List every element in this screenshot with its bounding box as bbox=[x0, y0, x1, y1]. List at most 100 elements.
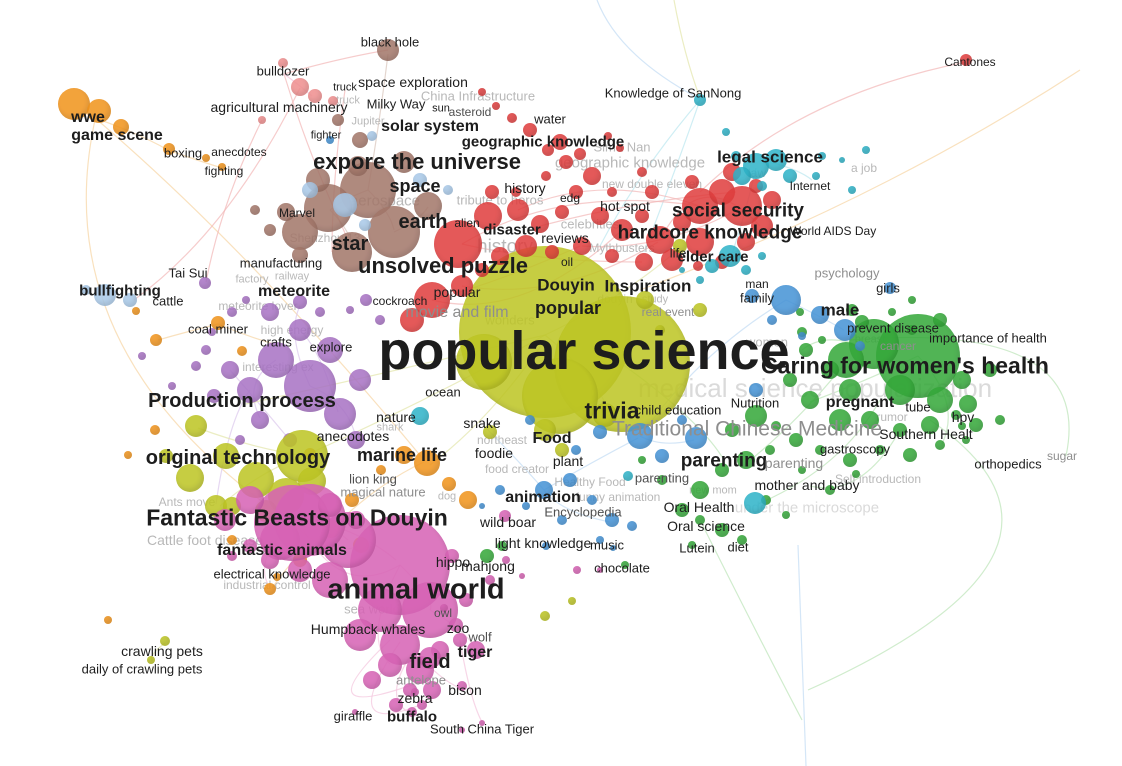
topic-node[interactable] bbox=[218, 163, 226, 171]
topic-label[interactable]: hippo bbox=[435, 554, 471, 570]
topic-label[interactable]: Southern Healt bbox=[879, 426, 973, 442]
topic-node[interactable] bbox=[563, 473, 577, 487]
topic-label[interactable]: geographic knowledge bbox=[461, 133, 625, 151]
topic-label[interactable]: railway bbox=[274, 270, 310, 283]
topic-node[interactable] bbox=[635, 253, 653, 271]
topic-node[interactable] bbox=[483, 425, 497, 439]
topic-node[interactable] bbox=[695, 515, 705, 525]
topic-label[interactable]: field bbox=[409, 651, 451, 673]
topic-node[interactable] bbox=[812, 172, 820, 180]
topic-label[interactable]: hardcore knowledge bbox=[617, 222, 803, 244]
topic-label[interactable]: fighter bbox=[310, 129, 342, 142]
topic-node[interactable] bbox=[467, 641, 485, 659]
topic-label[interactable]: mother and baby bbox=[754, 477, 860, 493]
topic-node[interactable] bbox=[442, 477, 456, 491]
topic-label[interactable]: psychology bbox=[814, 265, 880, 281]
topic-node[interactable] bbox=[332, 114, 344, 126]
topic-label[interactable]: parenting bbox=[764, 455, 824, 471]
topic-label[interactable]: hot spot bbox=[600, 198, 650, 214]
topic-node[interactable] bbox=[848, 186, 856, 194]
topic-node[interactable] bbox=[737, 451, 755, 469]
topic-node[interactable] bbox=[176, 464, 204, 492]
topic-node[interactable] bbox=[312, 562, 348, 598]
topic-node[interactable] bbox=[94, 284, 116, 306]
topic-node[interactable] bbox=[445, 549, 459, 563]
topic-label[interactable]: shark bbox=[376, 421, 404, 434]
topic-node[interactable] bbox=[349, 369, 371, 391]
topic-node[interactable] bbox=[540, 611, 550, 621]
topic-node[interactable] bbox=[638, 456, 646, 464]
topic-node[interactable] bbox=[413, 173, 427, 187]
topic-label[interactable]: earth bbox=[398, 211, 448, 233]
topic-label[interactable]: Oral Health bbox=[663, 499, 735, 515]
topic-node[interactable] bbox=[605, 249, 619, 263]
topic-label[interactable]: wwe bbox=[71, 109, 105, 126]
topic-label[interactable]: Tai Sui bbox=[168, 265, 208, 281]
topic-label[interactable]: new mom bbox=[689, 484, 737, 497]
topic-label[interactable]: Marvel bbox=[278, 206, 316, 220]
topic-node[interactable] bbox=[685, 427, 707, 449]
topic-node[interactable] bbox=[796, 308, 804, 316]
topic-label[interactable]: Oral science bbox=[667, 518, 745, 534]
topic-label[interactable]: chocolate bbox=[594, 560, 650, 576]
topic-node[interactable] bbox=[377, 39, 399, 61]
topic-node[interactable] bbox=[258, 342, 294, 378]
topic-node[interactable] bbox=[557, 515, 567, 525]
topic-label[interactable]: agricultural machinery bbox=[210, 99, 348, 115]
topic-label[interactable]: solar system bbox=[381, 118, 479, 135]
topic-node[interactable] bbox=[123, 293, 137, 307]
topic-label[interactable]: sun bbox=[432, 102, 450, 115]
topic-label[interactable]: Cantones bbox=[944, 55, 996, 69]
topic-node[interactable] bbox=[423, 681, 441, 699]
topic-node[interactable] bbox=[202, 154, 210, 162]
topic-label[interactable]: fighting bbox=[204, 164, 244, 178]
topic-node[interactable] bbox=[825, 485, 835, 495]
topic-node[interactable] bbox=[771, 285, 801, 315]
topic-label[interactable]: Ants move bbox=[158, 495, 216, 509]
topic-label[interactable]: male bbox=[820, 300, 860, 320]
topic-node[interactable] bbox=[623, 471, 633, 481]
topic-label[interactable]: plant bbox=[552, 453, 584, 469]
topic-node[interactable] bbox=[201, 345, 211, 355]
topic-node[interactable] bbox=[719, 245, 741, 267]
topic-label[interactable]: giraffle bbox=[333, 708, 373, 724]
topic-label[interactable]: Milky Way bbox=[366, 96, 426, 112]
topic-node[interactable] bbox=[495, 485, 505, 495]
topic-label[interactable]: anecodotes bbox=[316, 428, 390, 444]
topic-node[interactable] bbox=[207, 389, 221, 403]
topic-node[interactable] bbox=[715, 463, 729, 477]
topic-node[interactable] bbox=[801, 391, 819, 409]
topic-node[interactable] bbox=[893, 423, 907, 437]
topic-node[interactable] bbox=[507, 113, 517, 123]
topic-node[interactable] bbox=[573, 566, 581, 574]
topic-label[interactable]: unsolved puzzle bbox=[358, 253, 528, 278]
topic-node[interactable] bbox=[479, 503, 485, 509]
topic-label[interactable]: Jupiter bbox=[351, 115, 385, 128]
topic-node[interactable] bbox=[862, 146, 870, 154]
topic-node[interactable] bbox=[237, 346, 247, 356]
topic-node[interactable] bbox=[478, 88, 486, 96]
topic-node[interactable] bbox=[459, 491, 477, 509]
topic-node[interactable] bbox=[293, 295, 307, 309]
topic-label[interactable]: importance of health bbox=[929, 330, 1047, 346]
topic-label[interactable]: Internet bbox=[789, 179, 831, 193]
topic-node[interactable] bbox=[414, 192, 442, 220]
topic-label[interactable]: truck bbox=[336, 94, 360, 107]
topic-node[interactable] bbox=[855, 341, 865, 351]
topic-label[interactable]: life bbox=[669, 245, 687, 261]
topic-label[interactable]: prevent disease bbox=[847, 320, 939, 336]
topic-label[interactable]: under the microscope bbox=[734, 499, 880, 517]
topic-node[interactable] bbox=[132, 307, 140, 315]
topic-node[interactable] bbox=[221, 361, 239, 379]
topic-label[interactable]: antelope bbox=[396, 672, 446, 688]
topic-node[interactable] bbox=[159, 449, 173, 463]
topic-node[interactable] bbox=[555, 443, 569, 457]
topic-node[interactable] bbox=[818, 152, 826, 160]
topic-node[interactable] bbox=[771, 421, 781, 431]
topic-label[interactable]: hpv bbox=[951, 409, 975, 425]
topic-label[interactable]: Food bbox=[532, 430, 572, 447]
topic-label[interactable]: coal miner bbox=[188, 321, 248, 337]
topic-node[interactable] bbox=[960, 54, 972, 66]
topic-node[interactable] bbox=[459, 593, 473, 607]
topic-node[interactable] bbox=[725, 423, 739, 437]
